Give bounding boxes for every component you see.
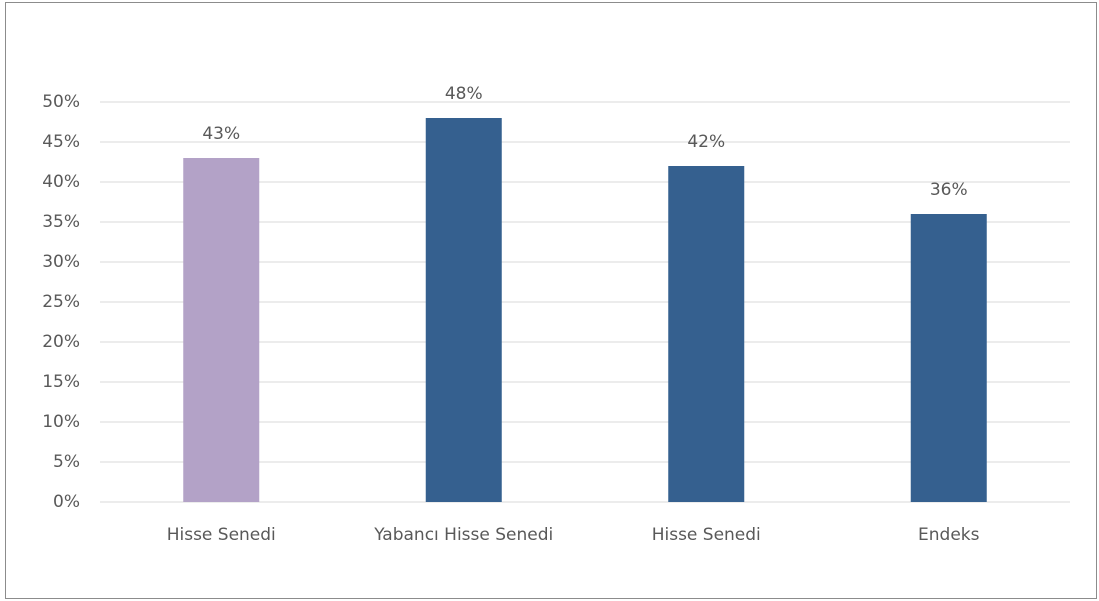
y-tick-label: 30% xyxy=(42,252,80,272)
data-label: 42% xyxy=(687,132,725,152)
y-tick-label: 15% xyxy=(42,372,80,392)
data-label: 36% xyxy=(930,180,968,200)
bar xyxy=(910,214,987,502)
x-tick-label: Yabancı Hisse Senedi xyxy=(373,525,553,545)
y-tick-label: 5% xyxy=(53,452,80,472)
x-tick-label: Hisse Senedi xyxy=(652,525,761,545)
y-tick-label: 10% xyxy=(42,412,80,432)
data-label: 43% xyxy=(202,124,240,144)
y-tick-label: 35% xyxy=(42,212,80,232)
x-tick-label: Hisse Senedi xyxy=(167,525,276,545)
y-tick-label: 20% xyxy=(42,332,80,352)
y-tick-label: 40% xyxy=(42,172,80,192)
x-tick-label: Endeks xyxy=(918,525,980,545)
y-tick-label: 45% xyxy=(42,132,80,152)
y-tick-label: 25% xyxy=(42,292,80,312)
bar xyxy=(425,118,502,502)
bar xyxy=(668,166,745,502)
bar xyxy=(183,158,260,502)
y-tick-label: 0% xyxy=(53,492,80,512)
data-label: 48% xyxy=(445,84,483,104)
y-tick-label: 50% xyxy=(42,92,80,112)
